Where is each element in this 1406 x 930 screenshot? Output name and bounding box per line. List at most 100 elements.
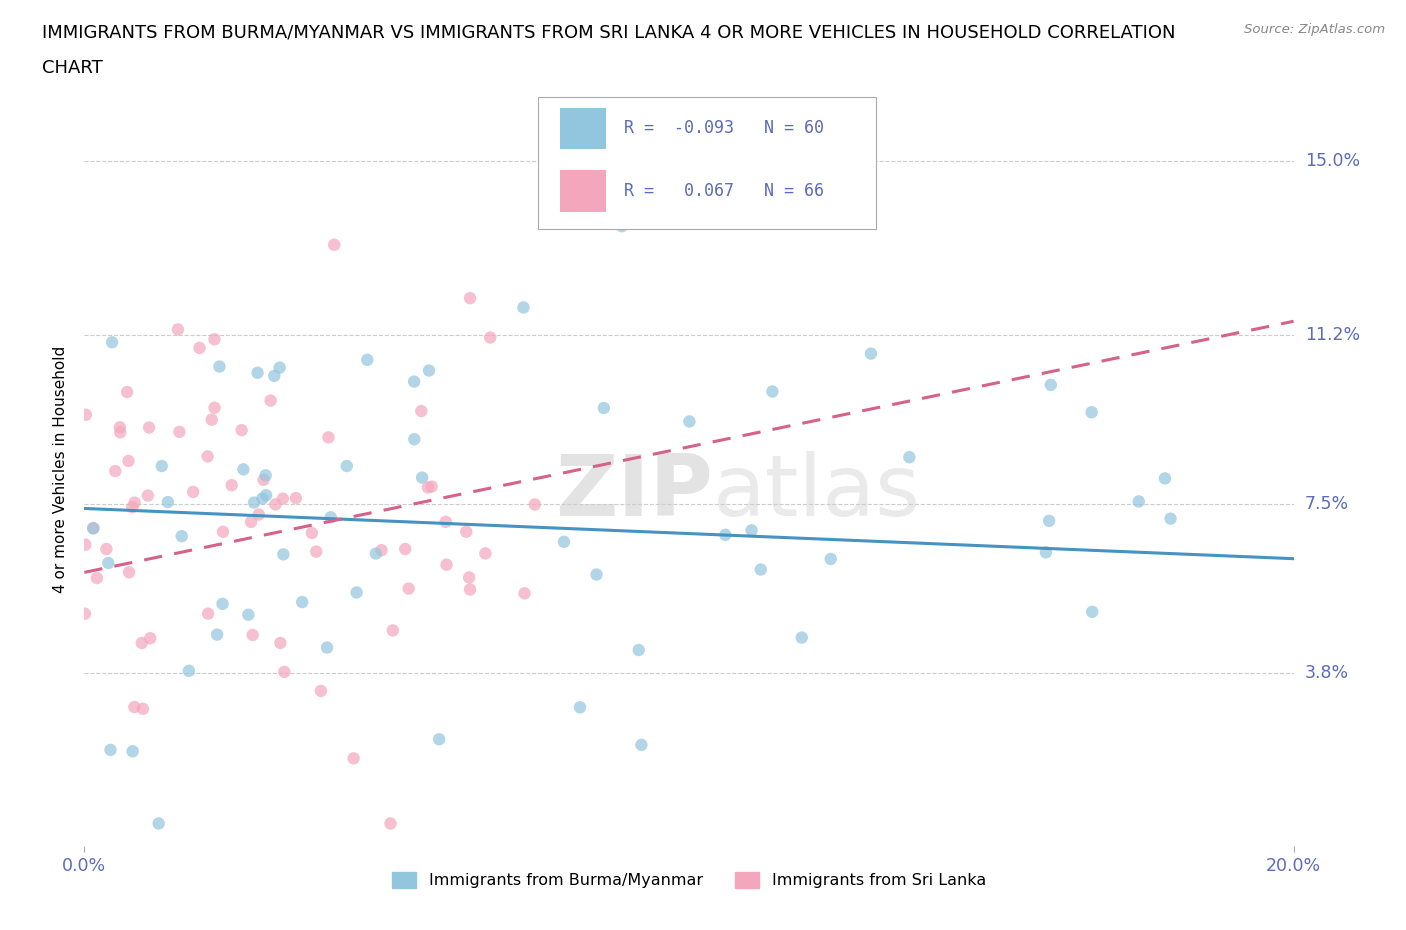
Point bbox=[380, 816, 402, 830]
Point bbox=[1039, 378, 1062, 392]
Point bbox=[630, 737, 652, 752]
Point bbox=[231, 423, 253, 438]
Point bbox=[356, 352, 378, 367]
Point bbox=[523, 497, 546, 512]
Point bbox=[569, 700, 592, 715]
Point bbox=[124, 495, 146, 510]
Point bbox=[264, 497, 287, 512]
Point bbox=[243, 495, 266, 510]
Point bbox=[86, 571, 108, 586]
Point bbox=[205, 627, 228, 642]
Point bbox=[269, 360, 291, 375]
Point bbox=[263, 368, 285, 383]
Point bbox=[82, 521, 104, 536]
Point bbox=[474, 546, 496, 561]
Point bbox=[479, 330, 502, 345]
Point bbox=[221, 478, 243, 493]
Text: atlas: atlas bbox=[713, 451, 921, 534]
Point bbox=[104, 464, 127, 479]
Point bbox=[316, 640, 339, 655]
Point bbox=[75, 538, 97, 552]
Point bbox=[131, 635, 153, 650]
Point bbox=[271, 491, 294, 506]
Point bbox=[1128, 494, 1150, 509]
FancyBboxPatch shape bbox=[538, 97, 876, 229]
Point bbox=[418, 363, 440, 378]
Point bbox=[512, 300, 534, 315]
Point bbox=[761, 384, 783, 399]
Point bbox=[273, 664, 295, 679]
Point bbox=[592, 401, 614, 416]
Point bbox=[458, 570, 481, 585]
Point bbox=[301, 525, 323, 540]
Point bbox=[97, 555, 120, 570]
Point bbox=[1160, 512, 1182, 526]
Point bbox=[242, 628, 264, 643]
Point bbox=[420, 479, 443, 494]
Point bbox=[247, 507, 270, 522]
Text: CHART: CHART bbox=[42, 59, 103, 76]
Point bbox=[75, 407, 97, 422]
Text: 3.8%: 3.8% bbox=[1305, 664, 1348, 682]
Point bbox=[404, 432, 426, 446]
Point bbox=[456, 525, 478, 539]
Point bbox=[370, 543, 392, 558]
Point bbox=[169, 424, 191, 439]
FancyBboxPatch shape bbox=[560, 108, 606, 149]
Point bbox=[246, 365, 269, 380]
Point bbox=[110, 425, 132, 440]
Point bbox=[138, 420, 160, 435]
Point bbox=[124, 699, 146, 714]
Point bbox=[139, 631, 162, 645]
Point bbox=[108, 419, 131, 434]
Point bbox=[323, 237, 346, 252]
Point bbox=[381, 623, 404, 638]
Point bbox=[117, 454, 139, 469]
Text: 7.5%: 7.5% bbox=[1305, 495, 1348, 512]
Point bbox=[73, 606, 96, 621]
Point bbox=[254, 487, 277, 502]
Point bbox=[364, 546, 387, 561]
Point bbox=[156, 495, 179, 510]
Text: R =  -0.093   N = 60: R = -0.093 N = 60 bbox=[624, 119, 824, 138]
Point bbox=[252, 472, 274, 487]
Point bbox=[319, 510, 342, 525]
Point bbox=[309, 684, 332, 698]
Point bbox=[201, 412, 224, 427]
Point bbox=[398, 581, 420, 596]
FancyBboxPatch shape bbox=[560, 170, 606, 212]
Point bbox=[1035, 545, 1057, 560]
Point bbox=[610, 219, 633, 233]
Point bbox=[148, 816, 170, 830]
Point bbox=[820, 551, 842, 566]
Point bbox=[336, 458, 359, 473]
Point bbox=[132, 701, 155, 716]
Point bbox=[553, 535, 575, 550]
Point bbox=[170, 529, 193, 544]
Point bbox=[1154, 471, 1177, 485]
Point bbox=[273, 547, 295, 562]
Point bbox=[121, 744, 143, 759]
Point bbox=[118, 565, 141, 579]
Point bbox=[291, 594, 314, 609]
Point bbox=[411, 404, 433, 418]
Point bbox=[1081, 604, 1104, 619]
Point bbox=[859, 346, 882, 361]
Point bbox=[269, 635, 291, 650]
Point bbox=[82, 521, 104, 536]
Point bbox=[252, 491, 274, 506]
Point bbox=[346, 585, 368, 600]
Point bbox=[254, 468, 277, 483]
Point bbox=[238, 607, 260, 622]
Point bbox=[197, 449, 219, 464]
Point bbox=[100, 742, 122, 757]
Point bbox=[177, 663, 200, 678]
Point bbox=[240, 514, 263, 529]
Point bbox=[416, 480, 439, 495]
Point bbox=[458, 582, 481, 597]
Point bbox=[678, 414, 700, 429]
Point bbox=[96, 541, 118, 556]
Point bbox=[181, 485, 204, 499]
Text: Source: ZipAtlas.com: Source: ZipAtlas.com bbox=[1244, 23, 1385, 36]
Point bbox=[284, 491, 307, 506]
